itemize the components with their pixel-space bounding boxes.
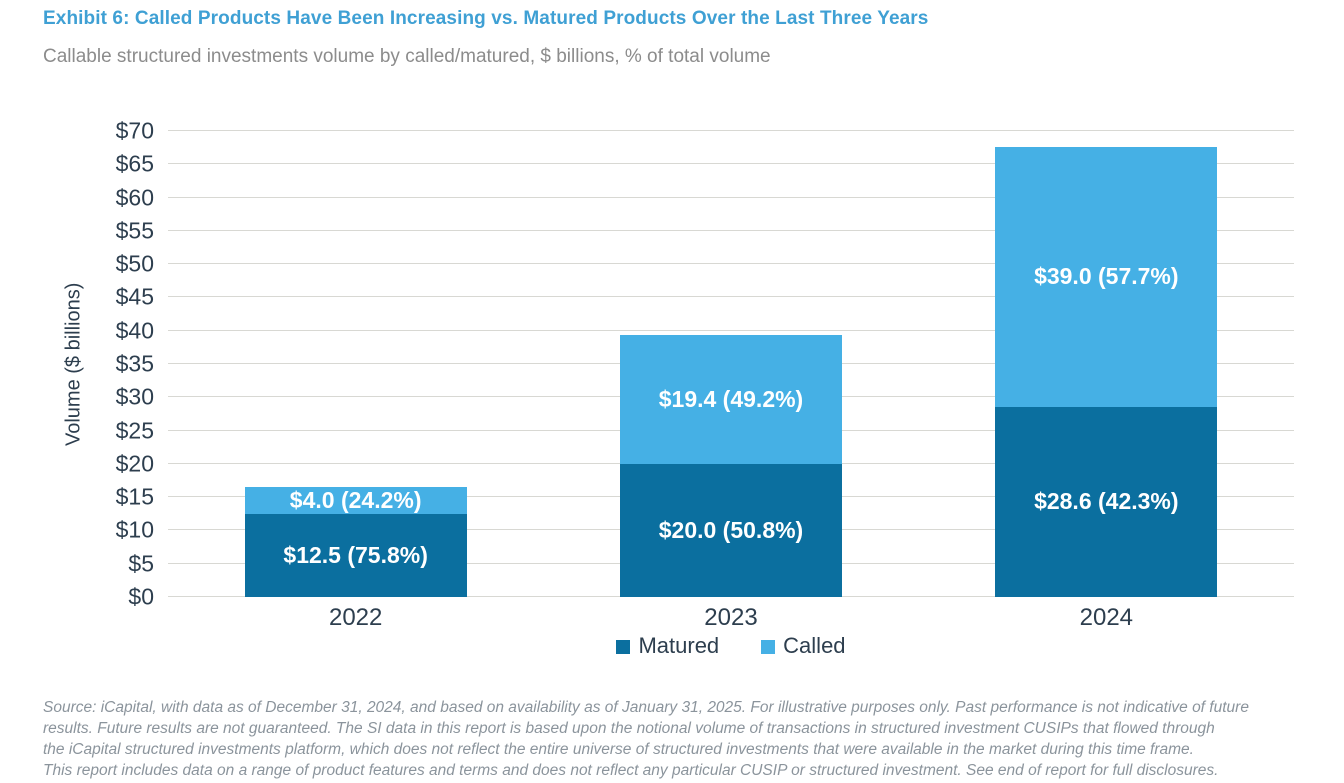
bar-segment-called-2024: $39.0 (57.7%) [995,146,1218,407]
page-title: Exhibit 6: Called Products Have Been Inc… [43,8,929,29]
y-tick-label: $5 [128,550,154,577]
y-tick-label: $60 [115,184,154,211]
y-tick-label: $50 [115,250,154,277]
y-tick-label: $65 [115,150,154,177]
legend-label-called: Called [783,633,846,658]
gridline [168,163,1294,165]
x-tick-label-2022: 2022 [328,604,383,631]
y-tick-label: $15 [115,483,154,510]
bar-segment-called-2022: $4.0 (24.2%) [244,486,467,514]
legend: Matured Called [168,633,1294,659]
source-line: Source: iCapital, with data as of Decemb… [43,699,1249,716]
y-tick-label: $55 [115,217,154,244]
matured-swatch-icon [616,640,631,654]
gridline [168,296,1294,298]
legend-label-matured: Matured [638,633,720,658]
plot-area: $0 $5 $10 $15 $20 $25 $30 $35 $40 $45 $50 $55 $60 $65… [116,118,1294,610]
bar-value-label: $4.0 (24.2%) [289,486,422,513]
bar-segment-matured-2023: $20.0 (50.8%) [619,463,842,597]
y-tick-label: $35 [115,350,154,377]
called-swatch-icon [761,640,776,654]
gridline [168,229,1294,231]
gridline [168,329,1294,331]
source-line: This report includes data on a range of … [43,762,1219,779]
bar-value-label: $39.0 (57.7%) [1034,263,1179,290]
source-line: the iCapital structured investments plat… [43,741,1194,758]
gridline [168,130,1294,131]
bar-segment-called-2023: $19.4 (49.2%) [619,334,842,464]
page-subtitle: Callable structured investments volume b… [43,46,771,67]
bar-value-label: $19.4 (49.2%) [658,385,804,412]
source-line: results. Future results are not guarante… [43,720,1215,737]
x-tick-label-2023: 2023 [704,604,758,631]
bar-column-2022: $4.0 (24.2%) $12.5 (75.8%) [168,131,543,597]
bar-value-label: $28.6 (42.3%) [1034,488,1179,515]
stacked-bar-2022: $4.0 (24.2%) $12.5 (75.8%) [244,486,467,597]
stacked-bar-2024: $39.0 (57.7%) $28.6 (42.3%) [995,146,1218,597]
x-tick-label-2024: 2024 [1079,604,1134,631]
gridline [168,263,1294,265]
bar-value-label: $12.5 (75.8%) [283,541,428,568]
bar-column-2024: $39.0 (57.7%) $28.6 (42.3%) [919,131,1294,597]
y-tick-label: $0 [128,583,154,610]
bar-segment-matured-2024: $28.6 (42.3%) [995,406,1218,597]
y-axis-title: Volume ($ billions) [62,282,85,446]
gridline [168,196,1294,198]
bar-segment-matured-2022: $12.5 (75.8%) [244,513,467,597]
source-disclaimer: Source: iCapital, with data as of Decemb… [43,697,1305,781]
stacked-bar-2023: $19.4 (49.2%) $20.0 (50.8%) [619,334,842,597]
y-tick-label: $25 [115,417,154,444]
y-tick-label: $70 [115,117,154,144]
legend-item-matured: Matured [616,633,719,659]
bar-value-label: $20.0 (50.8%) [658,516,804,543]
bar-column-2023: $19.4 (49.2%) $20.0 (50.8%) [543,131,918,597]
y-tick-label: $45 [115,283,154,310]
legend-item-called: Called [761,633,846,659]
y-tick-label: $40 [115,317,154,344]
x-axis-labels: 2022 2023 2024 [168,604,1294,632]
y-tick-label: $20 [115,450,154,477]
y-tick-label: $30 [115,383,154,410]
y-tick-label: $10 [115,516,154,543]
